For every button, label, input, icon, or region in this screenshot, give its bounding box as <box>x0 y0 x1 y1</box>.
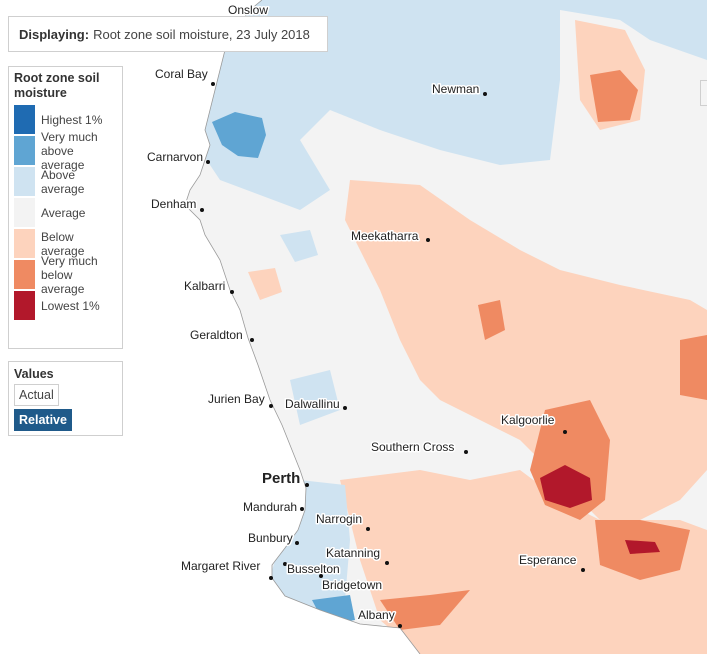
town-label-katanning: Katanning <box>326 546 380 560</box>
town-label-bunbury: Bunbury <box>248 531 293 545</box>
displaying-panel: Displaying: Root zone soil moisture, 23 … <box>8 16 328 52</box>
town-dot-carnarvon <box>206 160 210 164</box>
map-side-control[interactable] <box>700 80 707 106</box>
town-dot-southern-cross <box>464 450 468 454</box>
town-dot-bridgetown <box>319 574 323 578</box>
legend-swatch <box>14 229 35 258</box>
legend-swatch <box>14 260 35 289</box>
town-dot-geraldton <box>250 338 254 342</box>
town-dot-kalgoorlie <box>563 430 567 434</box>
town-dot-busselton <box>283 562 287 566</box>
legend-swatch <box>14 105 35 134</box>
zone-above-average-southwest <box>270 480 350 615</box>
zone-very-much-below-meekatharra <box>478 300 505 340</box>
town-dot-newman <box>483 92 487 96</box>
actual-button[interactable]: Actual <box>14 384 59 406</box>
town-dot-albany <box>398 624 402 628</box>
town-dot-kalbarri <box>230 290 234 294</box>
zone-very-much-below-newman <box>590 70 638 122</box>
values-title: Values <box>14 367 54 381</box>
legend-item: Lowest 1% <box>14 290 117 321</box>
town-dot-jurien-bay <box>269 404 273 408</box>
legend-item: Above average <box>14 166 117 197</box>
town-label-geraldton: Geraldton <box>190 328 243 342</box>
town-dot-margaret-river <box>269 576 273 580</box>
town-dot-esperance <box>581 568 585 572</box>
town-label-newman: Newman <box>432 82 479 96</box>
legend-label: Lowest 1% <box>41 298 100 313</box>
zone-lowest-esperance <box>625 540 660 554</box>
zone-very-much-below-albany <box>380 590 470 630</box>
town-markers: Onslow Coral Bay Newman Carnarvon Denham Meek… <box>146 2 585 628</box>
legend-item: Highest 1% <box>14 104 117 135</box>
legend-items: Highest 1% Very much above average Above a… <box>14 104 117 321</box>
town-label-dalwallinu: Dalwallinu <box>285 397 340 411</box>
zone-below-average-interior <box>345 180 707 520</box>
legend-swatch <box>14 198 35 227</box>
legend-swatch <box>14 136 35 165</box>
legend-title: Root zone soil moisture <box>14 71 100 100</box>
town-dot-dalwallinu <box>343 406 347 410</box>
zone-below-average-kalbarri <box>248 268 282 300</box>
town-dot-mandurah <box>300 507 304 511</box>
town-dot-coral-bay <box>211 82 215 86</box>
town-label-kalgoorlie: Kalgoorlie <box>501 413 555 427</box>
town-dot-narrogin <box>366 527 370 531</box>
legend-label: Very much above average <box>41 129 98 172</box>
town-label-carnarvon: Carnarvon <box>147 150 203 164</box>
town-label-denham: Denham <box>151 197 196 211</box>
displaying-label: Displaying: <box>19 26 90 42</box>
zone-very-much-below-east <box>680 335 707 400</box>
town-label-kalbarri: Kalbarri <box>184 279 225 293</box>
relative-button[interactable]: Relative <box>14 409 72 431</box>
town-label-bridgetown: Bridgetown <box>322 578 382 592</box>
legend-item: Very much above average <box>14 130 117 172</box>
legend-swatch <box>14 167 35 196</box>
legend-label: Very much below average <box>41 253 98 296</box>
town-label-onslow: Onslow <box>228 3 268 17</box>
legend-label: Highest 1% <box>41 112 103 127</box>
legend-item: Below average <box>14 228 117 259</box>
town-label-southern-cross: Southern Cross <box>371 440 454 454</box>
town-label-perth: Perth <box>262 470 300 487</box>
zone-very-much-above-carnarvon <box>212 112 266 158</box>
town-label-margaret-river: Margaret River <box>181 559 260 573</box>
coastline <box>184 0 421 654</box>
legend-item: Very much below average <box>14 254 117 296</box>
town-label-jurien-bay: Jurien Bay <box>208 392 265 406</box>
legend-label: Average <box>41 205 86 220</box>
town-label-narrogin: Narrogin <box>316 512 362 526</box>
values-panel: Values Actual Relative <box>8 361 123 436</box>
town-label-esperance: Esperance <box>519 553 577 567</box>
zone-above-average-north <box>200 0 707 210</box>
town-label-coral-bay: Coral Bay <box>155 67 208 81</box>
legend-item: Average <box>14 197 117 228</box>
town-label-albany: Albany <box>358 608 395 622</box>
town-dot-bunbury <box>295 541 299 545</box>
legend-label: Above average <box>41 167 85 196</box>
town-label-meekatharra: Meekatharra <box>351 229 419 243</box>
zone-lowest-kalgoorlie <box>540 465 592 508</box>
zone-above-average-west <box>290 370 340 425</box>
legend-swatch <box>14 291 35 320</box>
zone-above-average-mid <box>280 230 318 262</box>
displaying-value: Root zone soil moisture, 23 July 2018 <box>93 26 310 42</box>
town-label-busselton: Busselton <box>287 562 340 576</box>
town-dot-denham <box>200 208 204 212</box>
town-label-mandurah: Mandurah <box>243 500 297 514</box>
legend-panel: Root zone soil moisture Highest 1% Very m… <box>8 66 123 349</box>
town-dot-perth <box>305 483 309 487</box>
town-dot-meekatharra <box>426 238 430 242</box>
legend-label: Below average <box>41 229 85 258</box>
town-dot-katanning <box>385 561 389 565</box>
